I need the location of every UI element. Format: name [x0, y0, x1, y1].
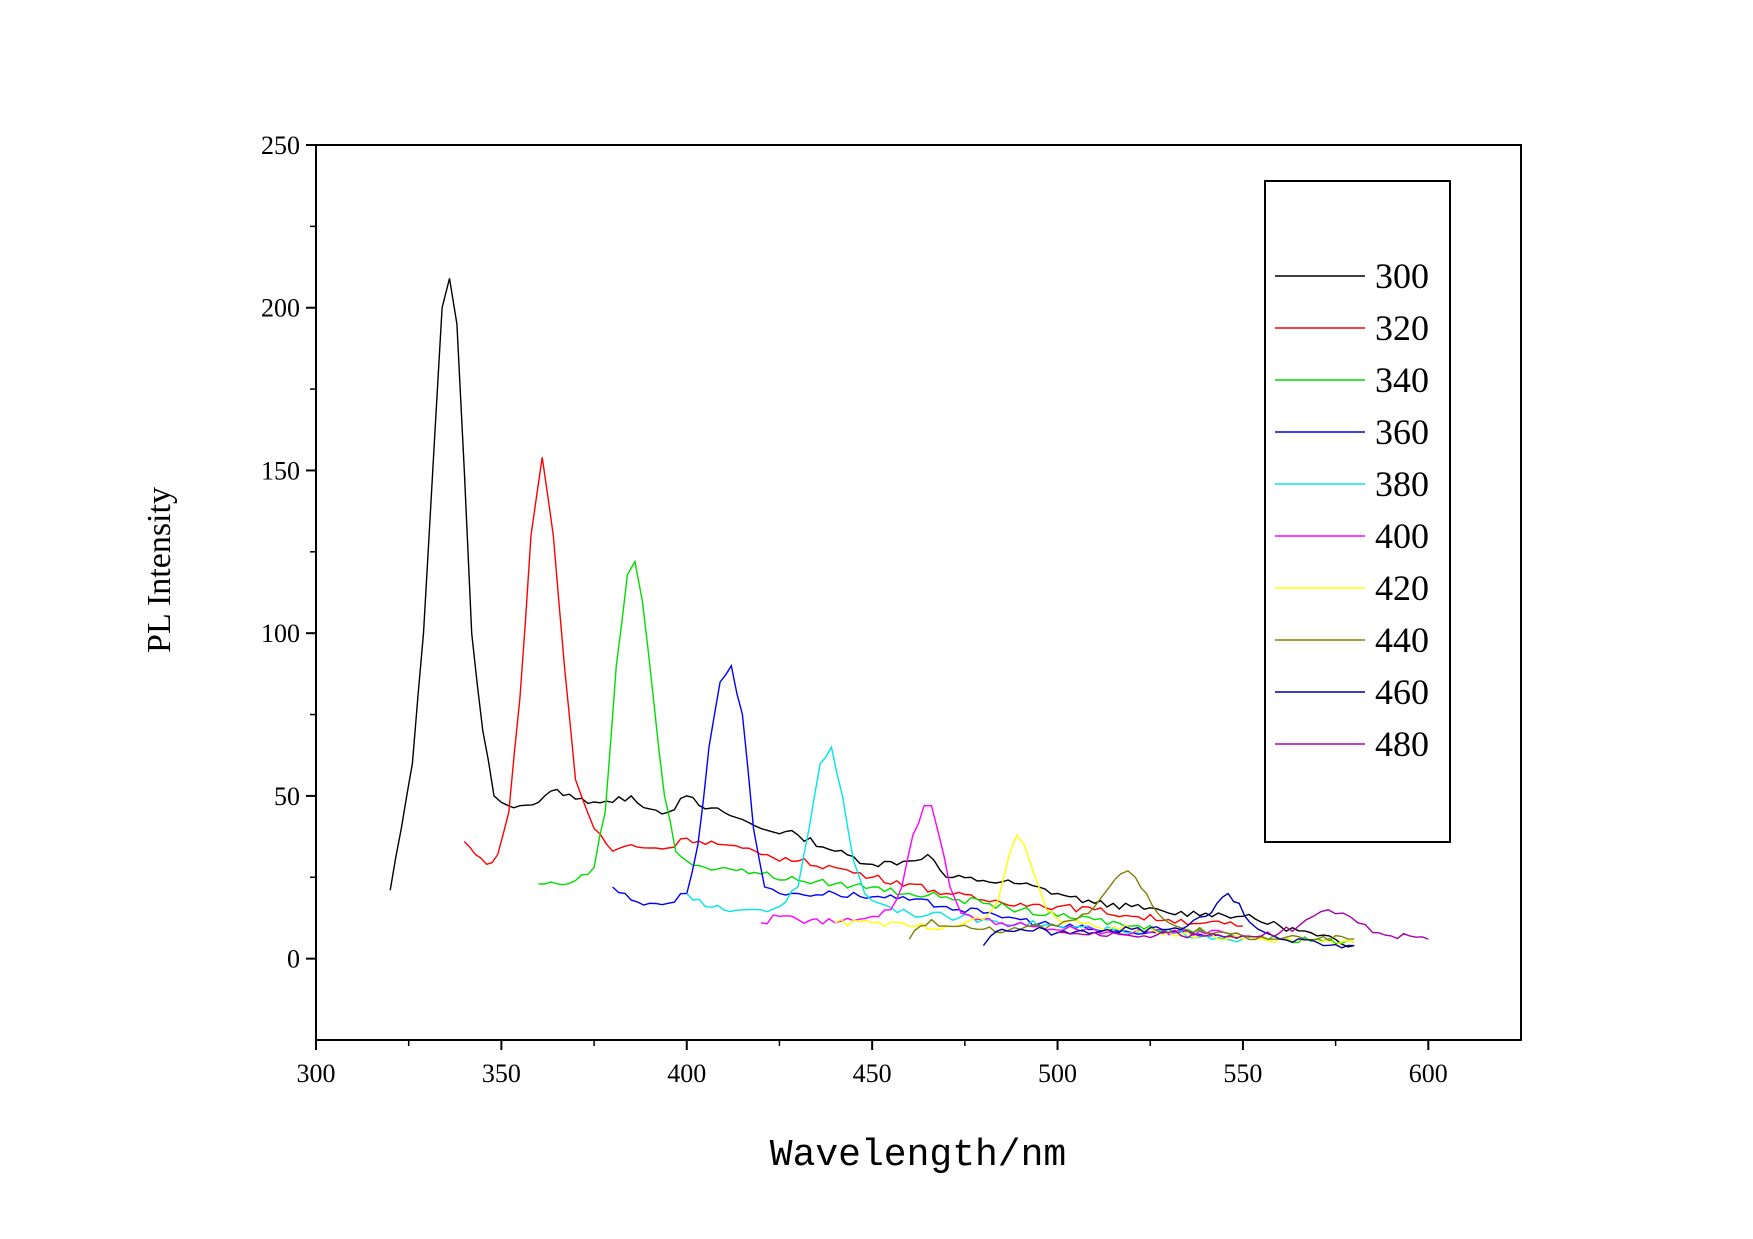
legend-label-340: 340: [1375, 360, 1429, 400]
series-line-460: [982, 892, 1355, 949]
x-tick-label: 300: [297, 1059, 336, 1088]
legend-label-420: 420: [1375, 568, 1429, 608]
series-line-360: [612, 663, 1244, 940]
y-tick-label: 50: [274, 782, 300, 811]
x-tick-label: 350: [482, 1059, 521, 1088]
series-line-320: [463, 457, 1243, 927]
y-tick-label: 100: [261, 619, 300, 648]
legend-box: [1264, 180, 1451, 843]
x-tick-label: 400: [667, 1059, 706, 1088]
legend-label-480: 480: [1375, 724, 1429, 764]
series-line-400: [760, 805, 1244, 937]
legend-label-460: 460: [1375, 672, 1429, 712]
x-axis: 300 350 400 450 500 550 600: [297, 1040, 1448, 1088]
series-line-340: [538, 559, 1355, 945]
x-axis-title: Wavelength/nm: [770, 1134, 1066, 1177]
series-line-480: [1057, 909, 1429, 940]
x-tick-label: 550: [1223, 1059, 1262, 1088]
legend: 300 320 340 360 380 400 420 440 460 480: [1264, 180, 1451, 843]
y-axis: 0 50 100 150 200 250: [261, 131, 316, 974]
x-tick-label: 450: [853, 1059, 892, 1088]
legend-label-400: 400: [1375, 516, 1429, 556]
legend-label-380: 380: [1375, 464, 1429, 504]
y-axis-title: PL Intensity: [141, 487, 178, 653]
legend-label-440: 440: [1375, 620, 1429, 660]
series-lines: [389, 278, 1429, 949]
legend-label-360: 360: [1375, 412, 1429, 452]
legend-label-300: 300: [1375, 256, 1429, 296]
x-tick-label: 600: [1409, 1059, 1448, 1088]
y-tick-label: 200: [261, 294, 300, 323]
plot-frame: [315, 144, 1522, 1041]
legend-label-320: 320: [1375, 308, 1429, 348]
y-tick-label: 0: [287, 945, 300, 974]
series-line-420: [834, 833, 1355, 947]
x-tick-label: 500: [1038, 1059, 1077, 1088]
y-tick-label: 150: [261, 456, 300, 485]
y-tick-label: 250: [261, 131, 300, 160]
series-line-300: [389, 278, 1355, 948]
